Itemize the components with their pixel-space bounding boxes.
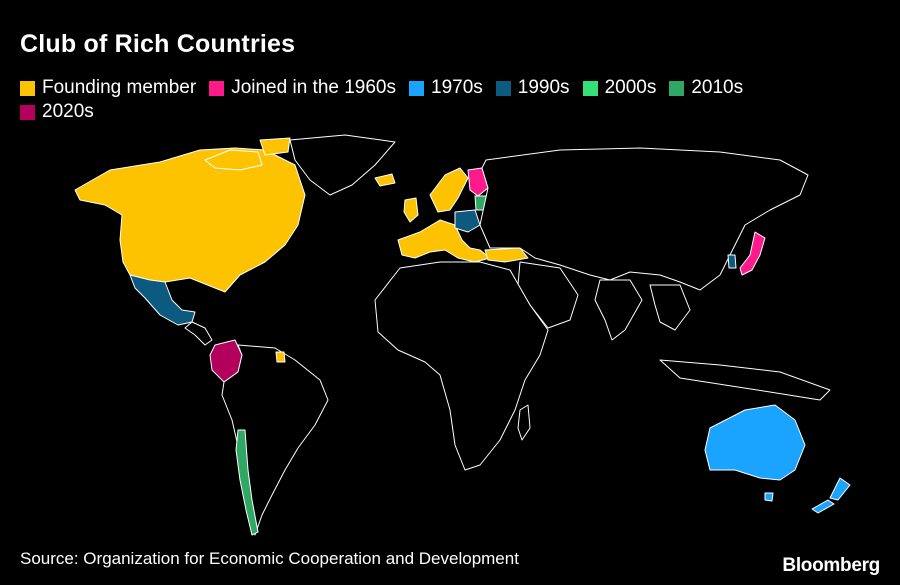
arctic-islands [204,149,263,171]
legend-swatch-2020s [20,104,35,120]
legend-swatch-1990s [495,80,511,96]
mexico [129,274,196,326]
legend-item-founding: Founding member [20,77,196,99]
legend-label-2010s: 2010s [691,77,744,98]
new-zealand [829,477,851,501]
legend-label-1970s: 1970s [431,77,483,98]
legend-swatch-1960s [209,80,225,96]
greenland [289,134,396,196]
legend-item-2020s: 2020s [20,101,94,123]
legend-item-1990s: 1990s [495,77,570,99]
south-korea [727,254,737,269]
africa [374,261,549,471]
legend-label-2020s: 2020s [42,101,94,122]
legend-swatch-2000s [582,80,598,96]
legend-swatch-2010s [669,80,685,96]
legend-swatch-1970s [409,80,424,96]
iceland [374,173,396,187]
australia [704,404,806,481]
scandinavia [429,167,469,213]
legend-label-founding: Founding member [42,77,197,98]
legend-swatch-founding [20,80,35,96]
madagascar [517,404,531,441]
legend: Founding member Joined in the 1960s 1970… [20,76,840,124]
legend-item-1960s: Joined in the 1960s [209,77,396,99]
chart-title: Club of Rich Countries [20,30,296,58]
arctic-islands-2 [259,137,291,156]
legend-item-1970s: 1970s [409,77,483,99]
poland-central [454,209,481,233]
tasmania [764,492,774,502]
new-zealand-south [811,499,835,514]
guiana-founding [275,351,286,363]
southeast-asia [649,284,691,331]
japan [739,231,766,276]
turkey [484,247,529,263]
legend-row-2: 2020s [20,100,840,124]
indonesia [659,359,831,401]
legend-item-2000s: 2000s [582,77,657,99]
legend-row-1: Founding member Joined in the 1960s 1970… [20,76,840,100]
eurasia [479,147,809,291]
legend-item-2010s: 2010s [669,77,743,99]
central-america [184,321,213,346]
legend-label-1990s: 1990s [517,77,570,98]
uk [403,197,419,223]
finland [467,167,489,197]
source-note: Source: Organization for Economic Cooper… [20,549,519,568]
bloomberg-logo: Bloomberg [782,555,880,576]
india [594,279,643,341]
legend-label-2000s: 2000s [604,77,657,98]
north-america-us-canada [74,147,306,293]
chile [235,429,259,536]
legend-label-1960s: Joined in the 1960s [231,77,396,98]
